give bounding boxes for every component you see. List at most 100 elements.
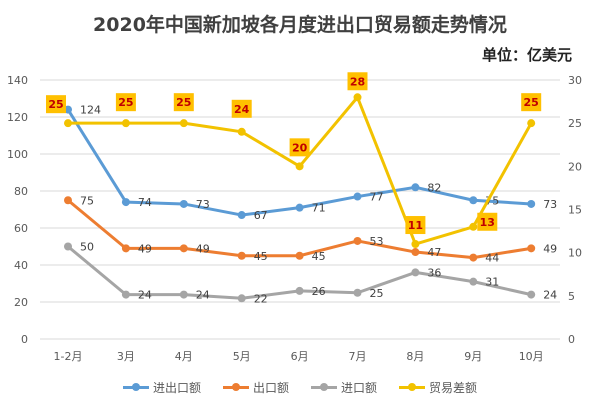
- x-tick-label: 4月: [175, 350, 193, 363]
- data-label: 73: [196, 198, 210, 211]
- data-label: 25: [118, 96, 133, 109]
- data-point: [179, 290, 188, 299]
- data-point: [237, 251, 246, 260]
- data-label: 74: [138, 196, 152, 209]
- data-label: 53: [370, 235, 384, 248]
- data-label: 25: [176, 96, 191, 109]
- data-point: [295, 162, 304, 171]
- data-point: [411, 183, 420, 192]
- legend-swatch: [399, 383, 426, 391]
- x-tick-label: 3月: [117, 350, 135, 363]
- legend-label: 进出口额: [152, 381, 201, 395]
- data-point: [469, 253, 478, 262]
- chart-title: 2020年中国新加坡各月度进出口贸易额走势情况: [93, 14, 507, 36]
- x-tick-label: 8月: [406, 350, 424, 363]
- data-point: [295, 203, 304, 212]
- data-point: [527, 199, 536, 208]
- data-point: [353, 236, 362, 245]
- data-label: 73: [543, 198, 557, 211]
- data-point: [237, 127, 246, 136]
- data-label-box: [289, 138, 310, 157]
- y-left-tick-label: 120: [7, 111, 28, 124]
- data-label: 71: [312, 202, 326, 215]
- y-left-tick-label: 100: [7, 148, 28, 161]
- data-label: 28: [350, 75, 365, 88]
- data-point: [237, 211, 246, 220]
- legend: 进出口额 出口额 进口额 贸易差额: [0, 379, 600, 396]
- data-point: [64, 242, 72, 251]
- legend-item: 进口额: [311, 379, 377, 396]
- data-label: 75: [80, 194, 94, 207]
- data-label: 77: [370, 191, 384, 204]
- data-label: 11: [408, 219, 423, 232]
- data-label: 26: [312, 285, 326, 298]
- y-left-tick-label: 20: [14, 296, 28, 309]
- legend-item: 进出口额: [122, 379, 201, 396]
- data-label-box: [173, 93, 194, 112]
- data-label: 24: [543, 289, 557, 302]
- data-label: 47: [427, 246, 441, 259]
- data-point: [179, 199, 188, 208]
- legend-item: 贸易差额: [399, 379, 477, 396]
- data-label: 44: [485, 252, 499, 265]
- data-point: [527, 244, 536, 253]
- y-right-tick-label: 5: [568, 290, 575, 303]
- x-tick-label: 7月: [349, 350, 367, 363]
- y-right-tick-label: 10: [568, 247, 582, 260]
- x-tick-label: 6月: [291, 350, 309, 363]
- data-label: 24: [196, 289, 210, 302]
- data-label: 36: [427, 266, 441, 279]
- data-point: [469, 222, 478, 231]
- data-label: 25: [370, 287, 384, 300]
- legend-label: 出口额: [252, 381, 289, 395]
- data-label: 45: [254, 250, 268, 263]
- legend-label: 进口额: [341, 381, 378, 395]
- legend-item: 出口额: [222, 379, 289, 396]
- data-label: 13: [480, 216, 495, 229]
- data-point: [121, 119, 130, 128]
- data-label-box: [46, 95, 66, 114]
- data-label: 20: [292, 141, 308, 154]
- data-point: [353, 93, 362, 102]
- data-label: 49: [543, 242, 557, 255]
- legend-label: 贸易差额: [429, 381, 478, 395]
- data-label-box: [477, 212, 498, 231]
- data-label-box: [405, 216, 426, 235]
- y-left-tick-label: 40: [14, 259, 28, 272]
- data-label: 124: [80, 104, 101, 117]
- y-left-tick-label: 0: [21, 333, 28, 346]
- data-label: 24: [234, 103, 250, 116]
- x-tick-label: 5月: [233, 350, 251, 363]
- data-point: [469, 196, 478, 205]
- data-point: [179, 244, 188, 253]
- data-label-box: [521, 93, 542, 112]
- data-label: 49: [138, 242, 152, 255]
- data-point: [237, 294, 246, 303]
- data-label: 25: [524, 96, 539, 109]
- data-point: [121, 244, 130, 253]
- data-point: [64, 119, 72, 128]
- legend-swatch: [122, 383, 149, 391]
- data-point: [121, 198, 130, 207]
- y-right-tick-label: 30: [568, 74, 582, 87]
- data-label: 50: [80, 241, 94, 254]
- y-right-tick-label: 25: [568, 117, 582, 130]
- data-point: [469, 277, 478, 286]
- data-label-box: [347, 72, 368, 91]
- data-point: [353, 192, 362, 201]
- data-point: [121, 290, 130, 299]
- legend-swatch: [311, 383, 337, 391]
- y-left-tick-label: 80: [14, 185, 28, 198]
- data-label-box: [231, 99, 252, 118]
- unit-label: 单位：亿美元: [481, 46, 572, 64]
- data-label: 45: [312, 250, 326, 263]
- data-label: 31: [485, 276, 499, 289]
- data-point: [411, 268, 420, 277]
- y-left-tick-label: 60: [14, 222, 28, 235]
- data-label: 49: [196, 242, 210, 255]
- data-label: 82: [427, 181, 441, 194]
- data-point: [64, 196, 72, 205]
- data-label: 67: [254, 209, 268, 222]
- data-point: [411, 248, 420, 257]
